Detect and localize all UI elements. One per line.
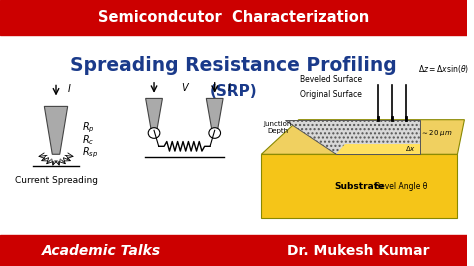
Text: I: I — [227, 83, 230, 93]
Text: $\Delta z = \Delta x \sin(\theta)$: $\Delta z = \Delta x \sin(\theta)$ — [418, 63, 469, 75]
Text: Dr. Mukesh Kumar: Dr. Mukesh Kumar — [287, 244, 429, 258]
Text: V: V — [181, 83, 188, 93]
Text: Bevel Angle θ: Bevel Angle θ — [375, 182, 428, 191]
Bar — [0, 235, 467, 266]
Text: $\sim 20\ \mu m$: $\sim 20\ \mu m$ — [420, 128, 453, 138]
Text: Original Surface: Original Surface — [301, 90, 362, 99]
Ellipse shape — [209, 128, 220, 138]
Polygon shape — [336, 144, 420, 154]
Text: $R_{sp}$: $R_{sp}$ — [82, 146, 98, 160]
Text: $\Delta x$: $\Delta x$ — [405, 144, 416, 153]
Text: $R_c$: $R_c$ — [82, 133, 94, 147]
Text: $R_p$: $R_p$ — [82, 120, 94, 135]
Text: Beveled Surface: Beveled Surface — [301, 75, 363, 84]
Polygon shape — [261, 120, 465, 154]
Ellipse shape — [148, 128, 160, 138]
Text: Current Spreading: Current Spreading — [15, 176, 98, 185]
Bar — [0, 0, 467, 35]
Polygon shape — [285, 120, 420, 154]
Polygon shape — [45, 106, 68, 154]
Polygon shape — [261, 154, 457, 218]
Polygon shape — [146, 98, 163, 133]
Polygon shape — [206, 98, 223, 133]
Text: Junction
Depth: Junction Depth — [264, 121, 292, 134]
Text: Academic Talks: Academic Talks — [42, 244, 161, 258]
Text: (SRP): (SRP) — [210, 84, 257, 99]
Text: Spreading Resistance Profiling: Spreading Resistance Profiling — [70, 56, 397, 75]
Text: Substrate: Substrate — [334, 182, 384, 191]
Text: I: I — [68, 84, 71, 94]
Text: Semicondcutor  Characterization: Semicondcutor Characterization — [98, 10, 369, 25]
